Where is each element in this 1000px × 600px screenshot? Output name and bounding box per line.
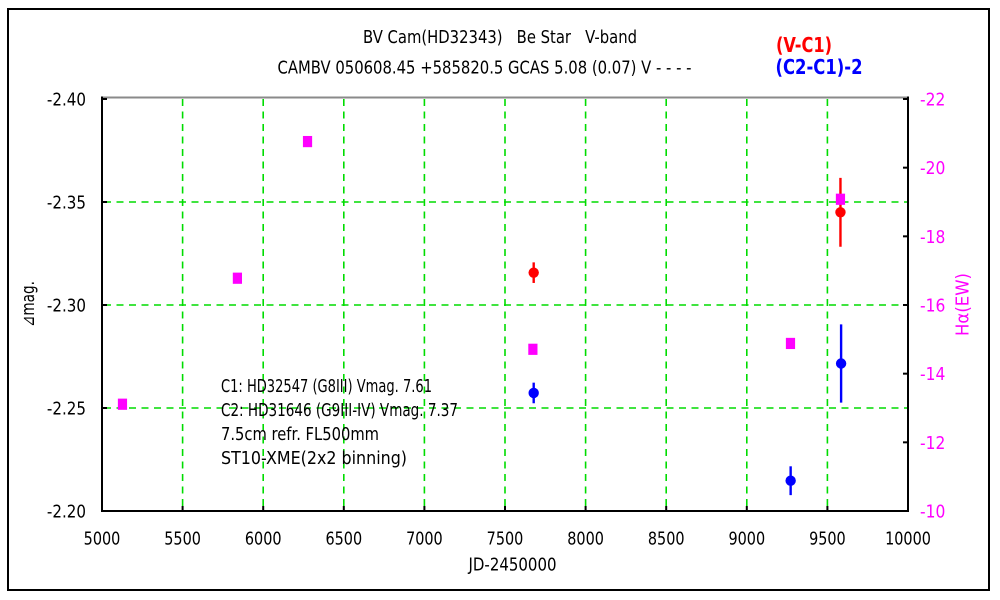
y-left-tick-label: -2.40 xyxy=(47,90,86,111)
x-axis-tick-label: 6000 xyxy=(245,529,282,550)
tick-label-layer: 5000 5500 6000 6500 7000 7500 8000 8500 9000 9500… xyxy=(47,90,945,550)
x-axis-tick-label: 8000 xyxy=(567,529,604,550)
x-axis-tick-label: 7500 xyxy=(487,529,524,550)
y-right-tick-label: -18 xyxy=(920,227,945,248)
data-point-circle xyxy=(785,475,796,486)
y-right-tick-label: -16 xyxy=(920,296,945,317)
legend-label-c2-c1-minus-2: (C2-C1)-2 xyxy=(776,55,863,79)
x-axis-tick-label: 9500 xyxy=(809,529,846,550)
legend-label-v-c1: (V-C1) xyxy=(776,33,832,57)
x-axis-tick-label: 7000 xyxy=(406,529,443,550)
data-point-circle xyxy=(835,358,847,369)
figure-border xyxy=(7,8,990,591)
x-axis-title: JD-2450000 xyxy=(468,555,557,576)
chart-subtitle: CAMBV 050608.45 +585820.5 GCAS 5.08 (0.0… xyxy=(278,58,692,79)
chart-title: BV Cam(HD32343) Be Star V-band xyxy=(363,27,637,48)
data-point-square xyxy=(232,272,243,284)
data-point-square xyxy=(302,135,313,148)
data-series-layer xyxy=(117,135,847,496)
y-left-tick-label: -2.25 xyxy=(47,399,86,420)
data-point-square xyxy=(785,337,796,350)
x-axis-tick-label: 9000 xyxy=(728,529,765,550)
y-right-tick-label: -14 xyxy=(920,364,945,385)
y-right-tick-label: -12 xyxy=(920,433,945,454)
y-right-tick-label: -10 xyxy=(920,502,945,523)
circle-markers-layer xyxy=(528,207,847,486)
y-right-tick-label: -20 xyxy=(920,158,945,179)
y-right-axis-title: Hα(EW) xyxy=(953,273,974,336)
square-markers-layer xyxy=(117,135,846,410)
x-axis-tick-label: 6500 xyxy=(325,529,362,550)
annotation-line-3: 7.5cm refr. FL500mm xyxy=(221,424,379,445)
x-axis-tick-label: 5000 xyxy=(84,529,121,550)
data-point-square xyxy=(528,343,538,355)
annotation-line-2: C2: HD31646 (G9III-IV) Vmag. 7.37 xyxy=(221,400,458,421)
data-point-circle xyxy=(835,207,846,218)
x-axis-tick-label: 5500 xyxy=(164,529,201,550)
data-point-square xyxy=(835,193,846,205)
x-axis-tick-label: 8500 xyxy=(648,529,685,550)
y-left-tick-label: -2.30 xyxy=(47,296,86,317)
y-left-tick-label: -2.35 xyxy=(47,193,86,214)
y-left-tick-label: -2.20 xyxy=(47,502,86,523)
y-right-tick-label: -22 xyxy=(920,90,945,111)
axes-frame-layer xyxy=(101,96,909,512)
data-point-square xyxy=(117,398,128,410)
annotation-line-1: C1: HD32547 (G8III) Vmag. 7.61 xyxy=(221,376,432,397)
data-point-circle xyxy=(528,267,539,278)
annotation-line-4: ST10-XME(2x2 binning) xyxy=(221,448,407,469)
data-point-circle xyxy=(528,387,539,399)
grid-layer xyxy=(104,99,907,510)
y-left-axis-title: ⊿mag. xyxy=(18,281,39,327)
x-axis-tick-label: 10000 xyxy=(885,529,931,550)
